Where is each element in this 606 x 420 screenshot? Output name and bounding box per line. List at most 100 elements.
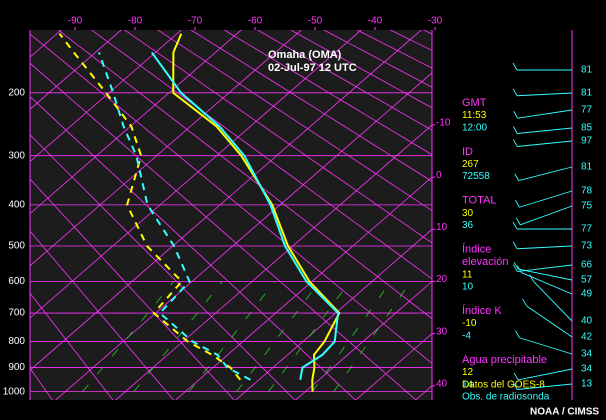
index-label: Índice K	[462, 304, 502, 317]
x-tick-label: -90	[68, 16, 83, 27]
wind-label: 34	[581, 364, 593, 375]
wind-label: 66	[581, 260, 593, 271]
wind-panel: 81 81 77 85 97 81 78 75 77 73 66 57 49 40 42 34 34 13	[512, 62, 593, 390]
wind-barb	[515, 217, 521, 226]
wind-barb	[513, 372, 519, 381]
x-tick-label: -80	[128, 16, 143, 27]
legend-entry: Datos del GOES-8	[462, 380, 545, 391]
dry-adiabat	[30, 62, 417, 400]
wind-label: 34	[581, 349, 593, 360]
x-tick-label: -70	[188, 16, 203, 27]
wind-barb	[517, 127, 573, 134]
wind-barb	[519, 337, 573, 355]
y-tick-label: 300	[8, 150, 25, 161]
dry-adiabat	[30, 292, 114, 400]
wind-barb	[521, 272, 573, 295]
dry-adiabat	[157, 30, 432, 212]
isotherm	[30, 30, 242, 215]
chart-subtitle: 02-Jul-97 12 UTC	[268, 62, 357, 74]
isotherm	[235, 228, 432, 400]
index-label: ID	[462, 146, 473, 158]
wind-barb	[522, 298, 527, 307]
isotherm	[295, 280, 432, 400]
dewpoint-line	[98, 52, 251, 381]
wind-barb	[519, 190, 573, 208]
isotherm-label: 30	[436, 326, 448, 337]
wind-label: 81	[581, 162, 593, 173]
dry-adiabat	[30, 134, 296, 400]
wind-label: 81	[581, 88, 593, 99]
credit: NOAA / CIMSS	[530, 407, 599, 418]
index-label: GMT	[462, 97, 487, 109]
wind-barb	[512, 241, 518, 249]
wind-label: 78	[581, 186, 593, 197]
y-tick-label: 900	[8, 362, 25, 373]
chart-title: Omaha (OMA)	[268, 49, 342, 61]
x-tick-label: -40	[368, 16, 383, 27]
dry-adiabat	[223, 30, 432, 156]
isotherm-label: 40	[436, 378, 448, 389]
wind-label: 75	[581, 201, 593, 212]
dry-adiabat	[190, 30, 432, 182]
y-tick-label: 400	[8, 200, 25, 211]
index-value: 11:53	[462, 110, 487, 121]
wind-barb	[513, 264, 518, 272]
y-tick-label: 500	[8, 241, 25, 252]
wind-barb	[512, 126, 518, 134]
wind-barb	[517, 92, 573, 97]
isotherm-label: 0	[436, 170, 442, 181]
wind-label: 77	[581, 105, 593, 116]
wind-label: 49	[581, 289, 593, 300]
index-value: 11	[462, 269, 473, 280]
dry-adiabat	[30, 33, 432, 364]
wind-barb	[518, 368, 573, 381]
index-value: 36	[462, 220, 474, 231]
index-value: 14	[462, 379, 474, 390]
dry-adiabat	[124, 30, 432, 244]
wind-label: 13	[581, 379, 593, 390]
wind-label: 81	[581, 65, 593, 76]
wind-barb	[514, 173, 520, 181]
y-tick-label: 700	[8, 308, 25, 319]
isotherm	[355, 333, 432, 400]
wind-barb	[517, 140, 573, 147]
dry-adiabat	[30, 178, 235, 400]
x-tick-label: -50	[308, 16, 323, 27]
dry-adiabat	[30, 367, 53, 400]
index-value: 72558	[462, 171, 490, 182]
wind-label: 85	[581, 123, 593, 134]
index-value: 12	[462, 367, 474, 378]
wind-label: 77	[581, 224, 593, 235]
wind-barb	[520, 205, 573, 226]
dry-adiabat	[30, 95, 356, 400]
x-tick-label: -30	[428, 16, 443, 27]
y-tick-label: 600	[8, 276, 25, 287]
index-value: 30	[462, 208, 474, 219]
index-label: elevación	[462, 256, 508, 268]
wind-barb	[512, 88, 518, 96]
index-value: -4	[462, 330, 471, 341]
y-tick-label: 800	[8, 336, 25, 347]
dry-adiabat	[57, 30, 432, 320]
isotherm-label: 20	[436, 274, 448, 285]
temperature-line	[150, 51, 340, 380]
wind-barb	[515, 330, 520, 338]
wind-barb	[516, 265, 522, 273]
wind-barb	[533, 281, 573, 322]
profiles	[58, 32, 341, 392]
isotherm	[30, 30, 122, 110]
index-label: Índice	[462, 243, 491, 256]
wind-label: 40	[581, 316, 593, 327]
wind-label: 73	[581, 241, 593, 252]
wind-barb	[517, 245, 573, 250]
y-tick-label: 1000	[3, 386, 26, 397]
wind-barb	[513, 110, 519, 119]
temperature-line	[172, 33, 341, 392]
index-label: TOTAL	[462, 195, 496, 207]
dry-adiabat	[30, 230, 175, 400]
wind-barb	[526, 305, 573, 338]
legend-entry: Obs. de radiosonda	[462, 392, 550, 403]
